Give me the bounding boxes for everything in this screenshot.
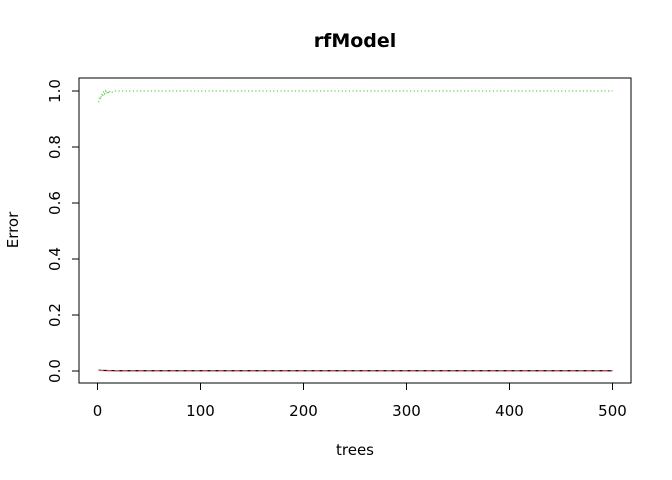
- plot-frame: [78, 77, 632, 384]
- x-tick-label: 100: [186, 402, 215, 420]
- y-axis-label: Error: [4, 211, 22, 248]
- x-axis: 0 100 200 300 400 500: [93, 382, 627, 420]
- y-axis: 0.0 0.2 0.4 0.6 0.8 1.0: [46, 79, 80, 383]
- x-tick-label: 200: [289, 402, 318, 420]
- x-tick-label: 500: [598, 402, 627, 420]
- x-tick-label: 0: [93, 402, 103, 420]
- series-line-3: [97, 88, 613, 103]
- series-layer: [97, 88, 613, 372]
- y-tick-label: 0.4: [46, 247, 64, 271]
- y-tick-label: 0.0: [46, 359, 64, 383]
- chart-title: rfModel: [314, 30, 397, 52]
- y-tick-label: 0.6: [46, 191, 64, 215]
- y-tick-label: 0.2: [46, 303, 64, 327]
- x-tick-label: 400: [495, 402, 524, 420]
- y-tick-label: 0.8: [46, 135, 64, 159]
- x-tick-label: 300: [392, 402, 421, 420]
- x-axis-label: trees: [336, 441, 374, 459]
- y-tick-label: 1.0: [46, 79, 64, 103]
